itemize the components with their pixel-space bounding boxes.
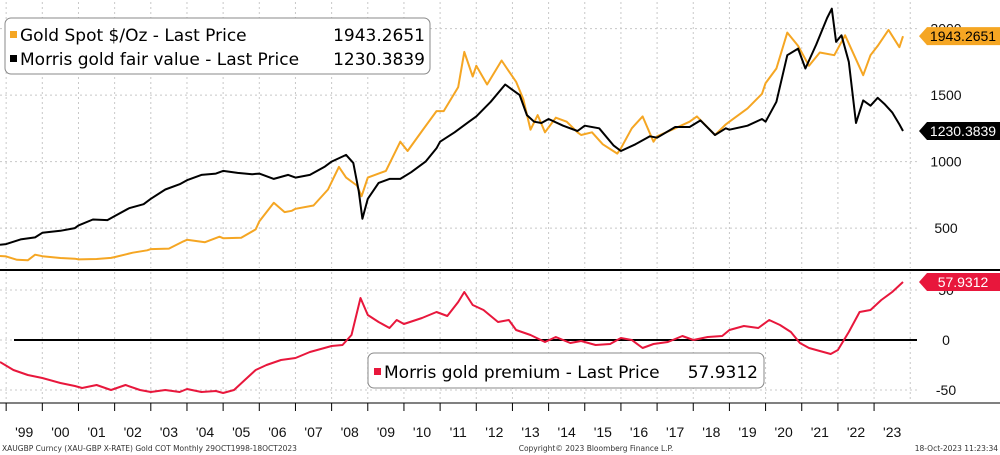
legend-gold-swatch	[10, 31, 17, 38]
legend-premium-swatch	[374, 368, 381, 375]
y-tick-label: 1500	[930, 87, 961, 103]
footer-source: XAUGBP Curncy (XAU-GBP X-RATE) Gold COT …	[2, 444, 297, 453]
x-tick-label: '04	[196, 424, 214, 440]
legend-fair-value: 1230.3839	[333, 50, 425, 70]
legend-gold-value: 1943.2651	[333, 26, 425, 46]
x-tick-label: '07	[304, 424, 322, 440]
x-tick-label: '12	[485, 424, 503, 440]
x-tick-label: '14	[558, 424, 576, 440]
x-tick-label: '09	[377, 424, 395, 440]
x-tick-label: '19	[738, 424, 756, 440]
legend-premium-label: Morris gold premium - Last Price	[384, 363, 660, 383]
x-tick-label: '99	[15, 424, 33, 440]
x-tick-label: '22	[847, 424, 865, 440]
top-panel-grid	[0, 2, 918, 268]
last-price-tag-shape	[919, 122, 1000, 141]
x-tick-label: '05	[232, 424, 250, 440]
last-price-tag-fair: 1230.3839	[919, 122, 1000, 141]
bottom-legend-box	[367, 352, 765, 389]
last-price-tag-gold: 1943.2651	[919, 27, 1000, 46]
x-tick-label: '18	[702, 424, 720, 440]
x-tick-label: '06	[268, 424, 286, 440]
last-price-tag-premium: 57.9312	[919, 273, 1000, 291]
legend-fair-label: Morris gold fair value - Last Price	[20, 50, 299, 70]
x-tick-label: '21	[811, 424, 829, 440]
legend-gold-label: Gold Spot $/Oz - Last Price	[20, 26, 247, 46]
x-tick-label: '15	[594, 424, 612, 440]
top-legend: Gold Spot $/Oz - Last Price 1943.2651 Mo…	[4, 17, 431, 75]
x-tick-labels: '99 '00 '01 '02 '03 '04 '05 '06 '07 '08 '09 '10 '11 '…	[5, 403, 901, 440]
y-tick-label: 500	[934, 220, 958, 236]
x-tick-label: '08	[341, 424, 359, 440]
x-tick-label: '17	[666, 424, 684, 440]
x-tick-label: '01	[87, 424, 105, 440]
last-price-tag-shape	[919, 273, 1000, 291]
series-line-fair	[0, 7, 904, 246]
last-price-tags: 1943.2651 1230.3839 57.9312	[919, 27, 1000, 291]
last-price-tag-shape	[919, 27, 1000, 46]
x-tick-label: '13	[521, 424, 539, 440]
x-tick-label: '20	[775, 424, 793, 440]
last-price-tag-label: 57.9312	[938, 274, 989, 290]
y-tick-label: 1000	[930, 154, 961, 170]
legend-premium-value: 57.9312	[688, 363, 758, 383]
y-tick-label: 0	[942, 332, 950, 348]
footer-copyright: Copyright© 2023 Bloomberg Finance L.P.	[519, 444, 674, 453]
last-price-tag-label: 1943.2651	[930, 28, 996, 44]
series-layer	[0, 7, 917, 394]
bottom-legend: Morris gold premium - Last Price 57.9312	[367, 352, 765, 389]
last-price-tag-label: 1230.3839	[930, 123, 996, 139]
series-line-premium	[0, 281, 904, 394]
x-tick-label: '16	[630, 424, 648, 440]
x-tick-label: '10	[413, 424, 431, 440]
series-line-gold	[0, 28, 904, 262]
y-tick-label: -50	[936, 382, 956, 398]
x-tick-label: '02	[124, 424, 142, 440]
x-tick-label: '23	[883, 424, 901, 440]
x-tick-label: '00	[51, 424, 69, 440]
legend-fair-swatch	[10, 55, 17, 62]
top-legend-box	[4, 17, 431, 75]
y-tick-labels: 500100015002000-50050	[930, 21, 961, 398]
x-tick-label: '11	[450, 424, 467, 440]
x-tick-label: '03	[160, 424, 178, 440]
bottom-panel-grid	[0, 272, 918, 402]
footer-timestamp: 18-Oct-2023 11:23:34	[915, 444, 999, 453]
